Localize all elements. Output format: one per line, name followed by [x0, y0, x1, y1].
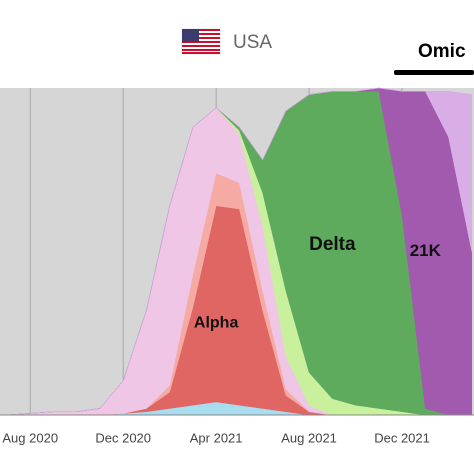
annotation-underline	[394, 70, 474, 75]
x-tick-label: Apr 2021	[190, 430, 243, 445]
series-label: Alpha	[194, 315, 239, 332]
us-flag	[181, 28, 221, 55]
series-label: 21K	[410, 241, 442, 260]
area	[6, 87, 473, 416]
x-tick-label: Dec 2021	[374, 430, 430, 445]
annotation: Omic	[418, 41, 466, 62]
chart-title: USA	[233, 32, 272, 53]
x-tick-label: Aug 2020	[2, 430, 58, 445]
series-label: Delta	[309, 234, 356, 255]
x-tick-label: Aug 2021	[281, 430, 337, 445]
x-tick-label: Dec 2020	[95, 430, 151, 445]
